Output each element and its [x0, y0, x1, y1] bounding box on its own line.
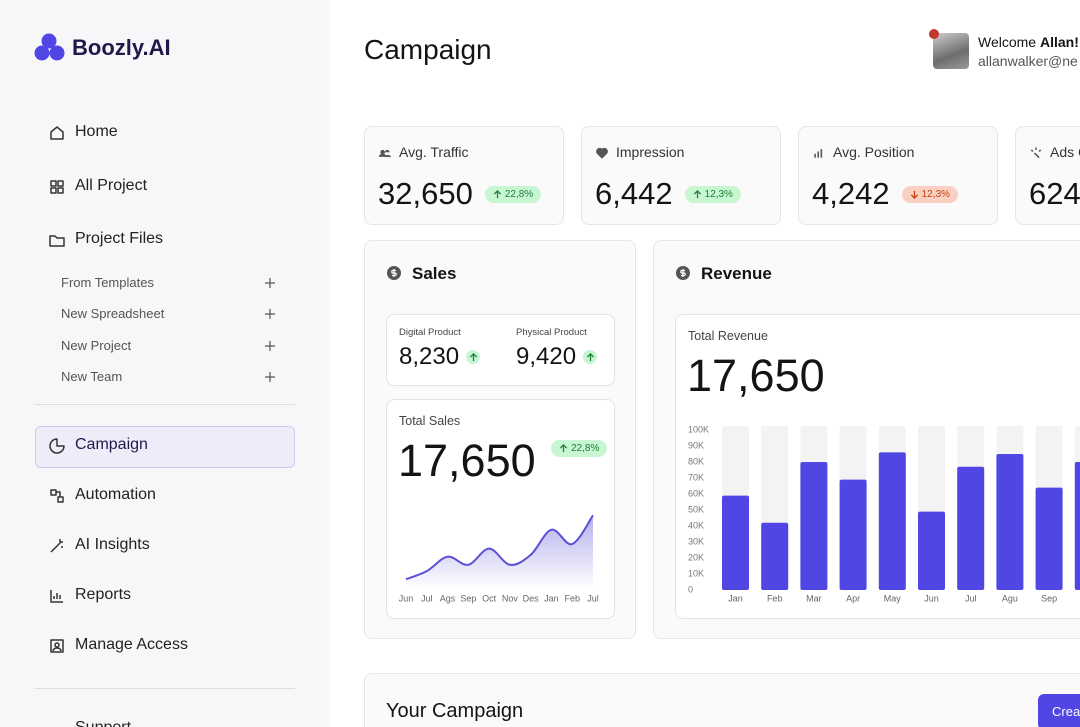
arrow-icon	[693, 189, 701, 198]
icon	[50, 126, 64, 140]
stat-label: Avg. Traffic	[399, 144, 469, 160]
value-text: 8,230	[399, 343, 460, 370]
arrow-icon	[910, 190, 918, 199]
change-badge: 12,3%	[901, 185, 958, 203]
change-badge: 22,8%	[551, 440, 608, 457]
stat-value: 624	[1029, 176, 1080, 211]
product-label: Digital Product	[399, 327, 461, 338]
stat-icon	[814, 149, 823, 158]
value-text: 9,420	[516, 343, 577, 370]
status-dot	[929, 29, 939, 39]
sub-item[interactable]: New Team	[61, 369, 123, 384]
plus-icon[interactable]	[264, 371, 276, 383]
sub-item[interactable]: From Templates	[61, 275, 154, 290]
change-badge-wrap: 22,8%	[551, 440, 608, 458]
change-badge: 12,3%	[684, 185, 741, 203]
product-box	[386, 314, 615, 386]
stat-icon	[378, 149, 392, 158]
change-text: 12,3%	[921, 188, 950, 200]
total-value: 17,650	[398, 435, 536, 486]
arrow-icon	[469, 352, 477, 361]
icon	[50, 639, 64, 653]
icon	[50, 489, 64, 503]
card-title: Revenue	[701, 264, 772, 283]
welcome-text: Welcome	[978, 34, 1037, 50]
campaign-card	[364, 673, 1080, 727]
change-text: 12,3%	[704, 188, 733, 200]
total-label: Total Revenue	[688, 329, 768, 343]
user-email: allanwalker@ne	[978, 53, 1078, 69]
stat-row: 4,242 12,3%	[812, 176, 958, 212]
card-title: Sales	[412, 264, 457, 283]
stat-card	[798, 126, 998, 225]
change-text: 22,8%	[504, 188, 534, 200]
stat-card	[364, 126, 564, 225]
stat-row: 32,650 22,8%	[378, 176, 542, 212]
nav-item[interactable]: All Project	[75, 177, 148, 194]
divider	[35, 688, 295, 689]
avatar[interactable]	[933, 33, 969, 69]
plus-icon[interactable]	[264, 277, 276, 289]
welcome: Welcome Allan!	[978, 34, 1079, 50]
plus-icon[interactable]	[264, 308, 276, 320]
nav-item[interactable]: AI Insights	[75, 536, 150, 553]
active-nav-bg	[35, 426, 295, 468]
product-value: 8,230	[399, 343, 481, 371]
sub-item[interactable]: New Spreadsheet	[61, 306, 165, 321]
logo-text: Boozly.AI	[72, 35, 171, 60]
stat-icon	[596, 147, 608, 159]
total-value: 17,650	[687, 350, 825, 401]
stat-value: 6,442	[595, 176, 673, 211]
dollar-icon	[676, 266, 690, 280]
arrow-icon	[586, 352, 594, 361]
nav-item[interactable]: Project Files	[75, 230, 164, 247]
product-value: 9,420	[516, 343, 598, 371]
stat-icon	[1030, 147, 1042, 159]
arrow-icon	[493, 189, 501, 198]
user-name: Allan!	[1039, 34, 1079, 50]
nav-item[interactable]: Reports	[75, 586, 132, 603]
stat-value: 32,650	[378, 176, 473, 211]
up-dot	[583, 350, 598, 364]
change-badge: 22,8%	[484, 185, 542, 203]
arrow-icon	[559, 444, 568, 453]
create-button[interactable]: Crea	[1038, 694, 1080, 727]
stat-label: Ads C	[1050, 144, 1080, 160]
nav-item[interactable]: Home	[75, 123, 118, 140]
total-sales-box	[386, 399, 615, 619]
nav-item[interactable]: Automation	[75, 486, 156, 503]
stat-label: Impression	[616, 144, 685, 160]
change-text: 22,8%	[571, 443, 600, 454]
section-title: Your Campaign	[386, 700, 524, 722]
stat-row: 6,442 12,3%	[595, 176, 741, 212]
icon	[50, 180, 64, 194]
stat-card	[581, 126, 781, 225]
logo-icon	[34, 33, 65, 61]
divider	[35, 404, 295, 405]
stat-value: 4,242	[812, 176, 890, 211]
product-label: Physical Product	[516, 327, 587, 338]
nav-item[interactable]: Support	[75, 719, 131, 727]
sub-item[interactable]: New Project	[61, 338, 132, 353]
nav-item[interactable]: Manage Access	[75, 636, 188, 653]
dollar-icon	[387, 266, 401, 280]
total-label: Total Sales	[399, 414, 461, 428]
icon	[50, 590, 63, 603]
page-title: Campaign	[364, 34, 492, 65]
sidebar: Boozly.AI Home All Project Project Files Fr…	[0, 0, 330, 727]
up-dot	[466, 350, 481, 364]
plus-icon[interactable]	[264, 340, 276, 352]
icon	[49, 235, 65, 247]
stat-label: Avg. Position	[833, 144, 915, 160]
stat-row: 624	[1029, 176, 1080, 212]
stat-card	[1015, 126, 1080, 225]
icon	[49, 438, 65, 454]
icon	[50, 539, 63, 553]
nav-item[interactable]: Campaign	[75, 436, 148, 453]
